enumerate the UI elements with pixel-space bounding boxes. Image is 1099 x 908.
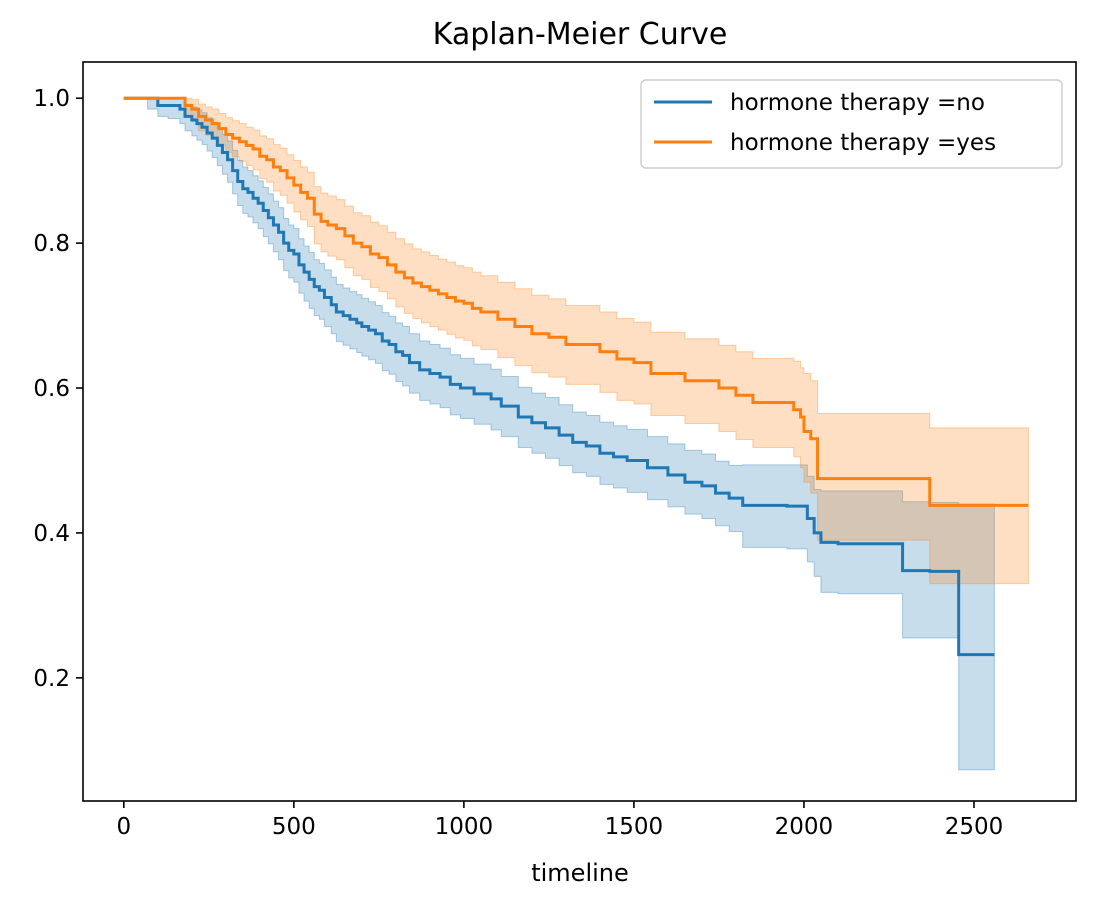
- axes-frame: [82, 61, 1077, 802]
- chart-title: Kaplan-Meier Curve: [433, 17, 728, 52]
- x-tick-label: 1500: [605, 814, 664, 840]
- x-tick-label: 1000: [435, 814, 494, 840]
- y-axis-ticks: 0.2 0.4 0.6 0.8 1.0: [33, 86, 83, 692]
- x-axis-label: timeline: [531, 859, 629, 887]
- y-tick-label: 0.4: [33, 521, 70, 547]
- legend-label-no: hormone therapy =no: [730, 90, 985, 116]
- legend-box: [640, 79, 1063, 169]
- legend: hormone therapy =no hormone therapy =yes: [640, 79, 1063, 169]
- survival-lines: [123, 96, 1029, 657]
- y-tick-label: 0.8: [33, 231, 70, 257]
- x-tick-label: 2500: [945, 814, 1004, 840]
- ci-band-yes: [123, 97, 1029, 585]
- survival-line-yes: [123, 96, 1029, 507]
- y-tick-label: 1.0: [33, 86, 70, 112]
- x-tick-label: 0: [116, 814, 131, 840]
- x-tick-label: 2000: [775, 814, 834, 840]
- plot-area: [123, 96, 1029, 771]
- survival-line-no: [123, 96, 995, 657]
- x-tick-label: 500: [272, 814, 316, 840]
- y-tick-label: 0.2: [33, 666, 70, 692]
- x-axis-ticks: 0 500 1000 1500 2000 2500: [116, 801, 1003, 840]
- y-tick-label: 0.6: [33, 376, 70, 402]
- legend-label-yes: hormone therapy =yes: [730, 130, 996, 156]
